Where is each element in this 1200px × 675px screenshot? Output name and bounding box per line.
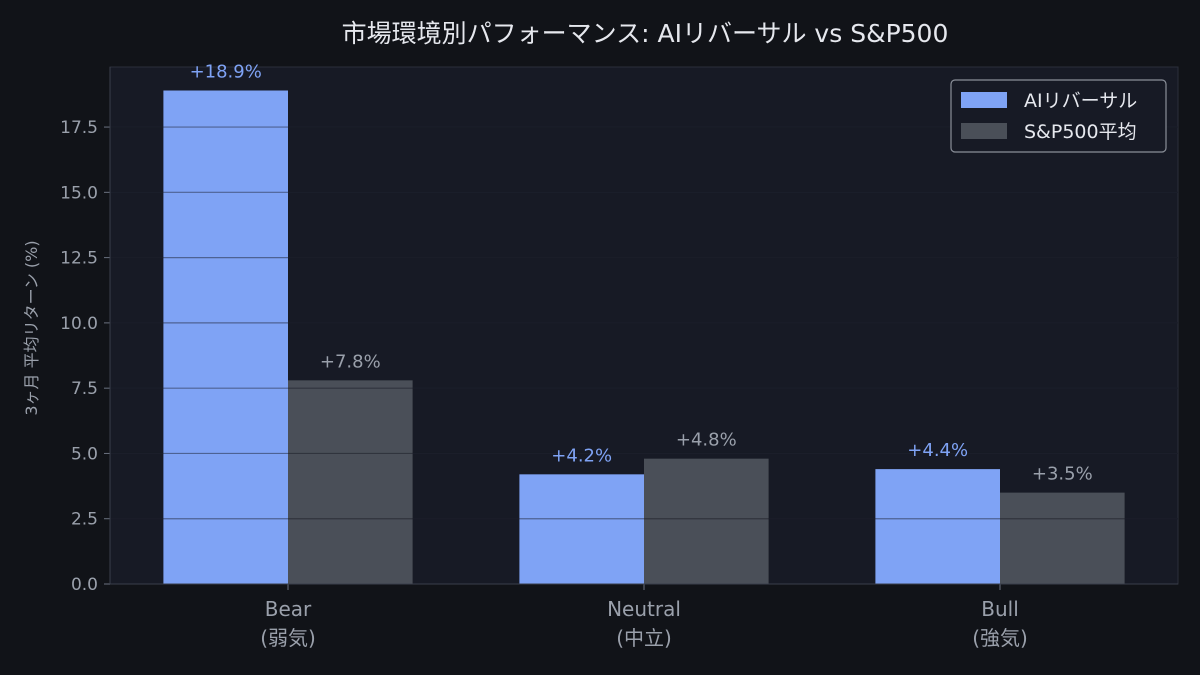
bar (1000, 492, 1125, 584)
data-labels: +18.9% +7.8% +4.2% +4.8% +4.4% +3.5% (190, 62, 1093, 485)
data-label: +4.8% (676, 430, 737, 451)
x-tick-label: Bull (981, 597, 1019, 621)
y-tick-label: 0.0 (71, 575, 98, 595)
data-label: +3.5% (1032, 464, 1093, 485)
bar (644, 458, 769, 584)
y-tick-label: 12.5 (60, 249, 98, 269)
legend-swatch (961, 123, 1007, 139)
axes: 0.0 2.5 5.0 7.5 10.0 12.5 15.0 17.5 Bear (弱気) Neut… (60, 67, 1178, 650)
bar (288, 380, 413, 584)
y-axis-label: 3ヶ月 平均リターン (%) (22, 240, 41, 415)
y-tick-label: 5.0 (71, 444, 98, 464)
legend-entry: AIリバーサル (1024, 90, 1137, 112)
legend-swatch (961, 92, 1007, 108)
y-tick-label: 17.5 (60, 118, 98, 138)
chart-title: 市場環境別パフォーマンス: AIリバーサル vs S&P500 (342, 19, 949, 48)
bars (163, 90, 1125, 584)
bar (875, 469, 1000, 584)
y-tick-label: 10.0 (60, 314, 98, 334)
x-tick-label: (強気) (972, 626, 1028, 650)
bar (519, 474, 644, 584)
x-tick-label: Neutral (607, 597, 681, 621)
data-label: +4.4% (907, 440, 968, 461)
data-label: +18.9% (190, 62, 262, 83)
data-label: +4.2% (551, 445, 612, 466)
y-tick-label: 2.5 (71, 510, 98, 530)
legend: AIリバーサル S&P500平均 (950, 79, 1167, 153)
data-label: +7.8% (320, 351, 381, 372)
x-tick-label: (弱気) (260, 626, 316, 650)
x-tick-label: (中立) (616, 626, 672, 650)
y-tick-label: 15.0 (60, 183, 98, 203)
x-tick-label: Bear (265, 597, 312, 621)
legend-entry: S&P500平均 (1024, 121, 1137, 143)
bar (163, 90, 288, 584)
y-tick-label: 7.5 (71, 379, 98, 399)
